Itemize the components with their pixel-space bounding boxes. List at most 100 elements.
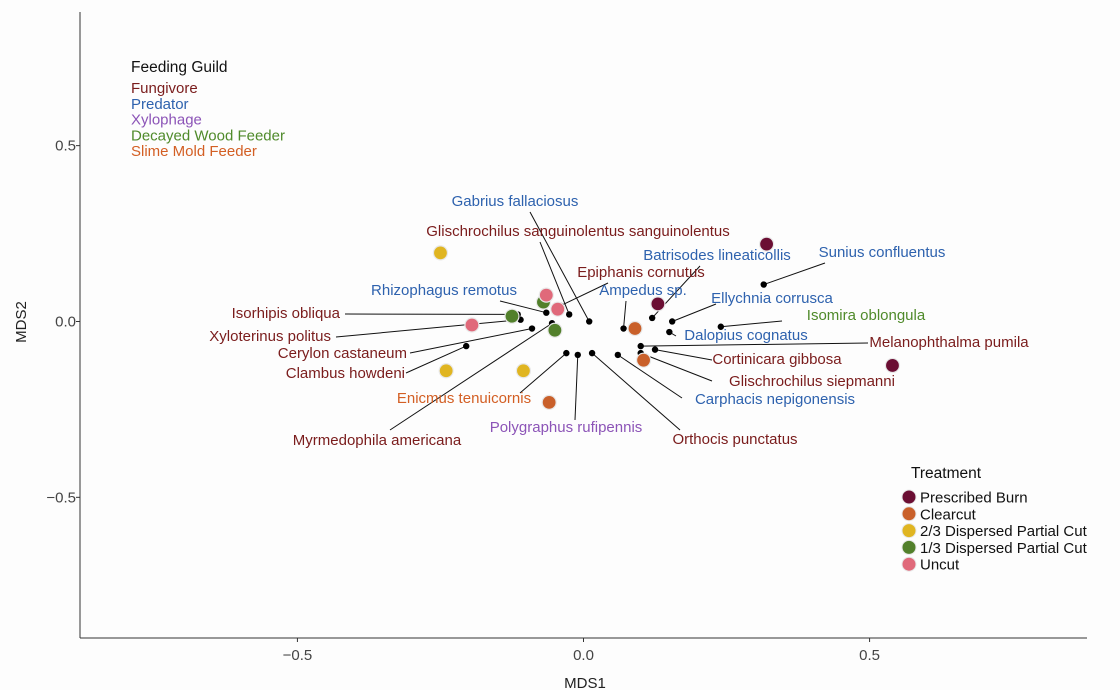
feeding-guild-legend: Feeding Guild FungivorePredatorXylophage… xyxy=(131,59,285,160)
species-point-gabrius-fallaciosus xyxy=(586,318,593,325)
species-label-clambus-howdeni: Clambus howdeni xyxy=(286,365,405,382)
treatment-legend-1-3-dispersed-partial-cut: 1/3 Dispersed Partial Cut xyxy=(920,540,1088,557)
species-point-cortinicara-gibbosa xyxy=(651,346,659,353)
species-point-enicmus-tenuicornis xyxy=(563,349,570,357)
site-point-clearcut xyxy=(627,320,643,337)
site-point-2-3-dispersed-partial-cut xyxy=(515,363,532,379)
leader-line-cerylon-castaneum xyxy=(409,328,533,354)
species-point-ellychnia-corrusca xyxy=(668,318,676,325)
y-tick-label: −0.5 xyxy=(46,489,76,506)
leader-line-ellychnia-corrusca xyxy=(671,303,717,322)
species-point-orthocis-punctatus xyxy=(588,349,596,357)
species-label-enicmus-tenuicornis: Enicmus tenuicornis xyxy=(397,390,531,407)
site-point-prescribed-burn xyxy=(650,296,666,312)
leader-line-gabrius-fallaciosus xyxy=(529,211,590,322)
x-axis-title: MDS1 xyxy=(564,675,606,690)
treatment-legend-2-3-dispersed-partial-cut: 2/3 Dispersed Partial Cut xyxy=(920,523,1088,540)
label-leader-lines xyxy=(335,211,869,431)
leader-line-myrmedophila-americana xyxy=(389,322,553,431)
site-point-uncut xyxy=(538,287,554,303)
leader-line-orthocis-punctatus xyxy=(591,352,681,431)
species-point-rhizophagus-remotus xyxy=(543,309,550,316)
leader-line-ampedus-sp xyxy=(623,300,627,329)
species-label-cerylon-castaneum: Cerylon castaneum xyxy=(278,345,407,362)
species-label-orthocis-punctatus: Orthocis punctatus xyxy=(672,431,797,448)
leader-line-glischrochilus-siepmanni xyxy=(640,352,713,382)
site-point-1-3-dispersed-partial-cut xyxy=(504,308,520,324)
y-axis-title: MDS2 xyxy=(13,301,30,343)
species-label-epiphanis-cornutus: Epiphanis cornutus xyxy=(577,264,705,281)
site-point-2-3-dispersed-partial-cut xyxy=(438,363,454,379)
species-label-xyloterinus-politus: Xyloterinus politus xyxy=(209,328,331,345)
site-point-prescribed-burn xyxy=(884,357,901,374)
site-point-clearcut xyxy=(635,352,652,368)
species-label-cortinicara-gibbosa: Cortinicara gibbosa xyxy=(712,351,842,368)
site-point-uncut xyxy=(550,301,566,317)
species-point-batrisodes-lineaticollis xyxy=(648,314,656,322)
feeding-guild-legend-title: Feeding Guild xyxy=(131,59,228,76)
species-point-ampedus-sp xyxy=(620,325,627,332)
site-point-uncut xyxy=(464,317,480,333)
species-label-carphacis-nepigonensis: Carphacis nepigonensis xyxy=(695,391,855,408)
species-point-clambus-howdeni xyxy=(463,342,470,350)
species-labels: Gabrius fallaciosus Glischrochilus sangui… xyxy=(209,193,1029,449)
site-point-clearcut xyxy=(541,394,557,410)
leader-line-cortinicara-gibbosa xyxy=(654,349,713,361)
site-point-2-3-dispersed-partial-cut xyxy=(432,245,449,261)
species-label-glischrochilus-siepmanni: Glischrochilus siepmanni xyxy=(729,373,895,390)
species-label-isomira-oblongula: Isomira oblongula xyxy=(807,307,926,324)
treatment-key-2-3-dispersed-partial-cut xyxy=(901,523,917,539)
species-point-isomira-oblongula xyxy=(717,323,725,330)
leader-line-carphacis-nepigonensis xyxy=(617,354,683,399)
leader-line-polygraphus-rufipennis xyxy=(574,354,579,421)
species-label-myrmedophila-americana: Myrmedophila americana xyxy=(293,432,462,449)
species-point-melanophthalma-pumila xyxy=(637,342,644,350)
leader-line-melanophthalma-pumila xyxy=(640,342,869,347)
x-ticks: −0.5 0.0 0.5 xyxy=(283,638,880,664)
species-point-glischrochilus-sanguinolentus-sanguinolentus xyxy=(565,311,573,318)
leader-line-sunius-confluentus xyxy=(763,262,826,286)
x-tick-label: −0.5 xyxy=(283,647,313,664)
leader-line-epiphanis-cornutus xyxy=(560,282,609,307)
site-points xyxy=(432,236,901,410)
treatment-legend-uncut: Uncut xyxy=(920,557,960,574)
species-label-polygraphus-rufipennis: Polygraphus rufipennis xyxy=(490,419,643,436)
x-tick-label: 0.5 xyxy=(859,647,880,664)
species-label-glischrochilus-sanguinolentus-sanguinolentus: Glischrochilus sanguinolentus sanguinole… xyxy=(426,223,730,240)
y-ticks: 0.5 0.0 −0.5 xyxy=(46,138,80,506)
y-tick-label: 0.5 xyxy=(55,138,76,155)
species-label-melanophthalma-pumila: Melanophthalma pumila xyxy=(869,334,1029,351)
site-point-1-3-dispersed-partial-cut xyxy=(547,322,563,338)
axes: −0.5 0.0 0.5 0.5 0.0 −0.5 MDS1 MDS2 xyxy=(13,12,1087,690)
leader-line-xyloterinus-politus xyxy=(335,319,521,338)
species-label-ampedus-sp: Ampedus sp. xyxy=(599,282,687,299)
x-tick-label: 0.0 xyxy=(573,647,594,664)
species-label-gabrius-fallaciosus: Gabrius fallaciosus xyxy=(452,193,579,210)
site-point-prescribed-burn xyxy=(758,236,775,252)
treatment-legend-clearcut: Clearcut xyxy=(920,506,977,523)
y-tick-label: 0.0 xyxy=(55,313,76,330)
species-label-dalopius-cognatus: Dalopius cognatus xyxy=(684,327,807,344)
leader-line-glischrochilus-sanguinolentus-sanguinolentus xyxy=(539,241,570,315)
guild-legend-xylophage: Xylophage xyxy=(131,112,202,129)
treatment-key-1-3-dispersed-partial-cut xyxy=(901,539,917,555)
species-point-dalopius-cognatus xyxy=(666,328,673,336)
leader-line-isomira-oblongula xyxy=(720,320,783,328)
guild-legend-decayed-wood-feeder: Decayed Wood Feeder xyxy=(131,127,285,144)
leader-line-enicmus-tenuicornis xyxy=(519,352,567,394)
guild-legend-slime-mold-feeder: Slime Mold Feeder xyxy=(131,143,257,160)
treatment-legend-prescribed-burn: Prescribed Burn xyxy=(920,490,1028,507)
leader-line-rhizophagus-remotus xyxy=(499,300,547,314)
treatment-key-clearcut xyxy=(901,506,917,522)
leader-line-clambus-howdeni xyxy=(405,345,467,374)
species-label-isorhipis-obliqua: Isorhipis obliqua xyxy=(232,305,341,322)
species-label-ellychnia-corrusca: Ellychnia corrusca xyxy=(711,290,833,307)
species-point-cerylon-castaneum xyxy=(528,325,536,332)
species-label-batrisodes-lineaticollis: Batrisodes lineaticollis xyxy=(643,247,791,264)
species-label-rhizophagus-remotus: Rhizophagus remotus xyxy=(371,282,517,299)
species-point-sunius-confluentus xyxy=(760,281,767,288)
guild-legend-fungivore: Fungivore xyxy=(131,80,198,97)
treatment-key-uncut xyxy=(901,556,917,572)
